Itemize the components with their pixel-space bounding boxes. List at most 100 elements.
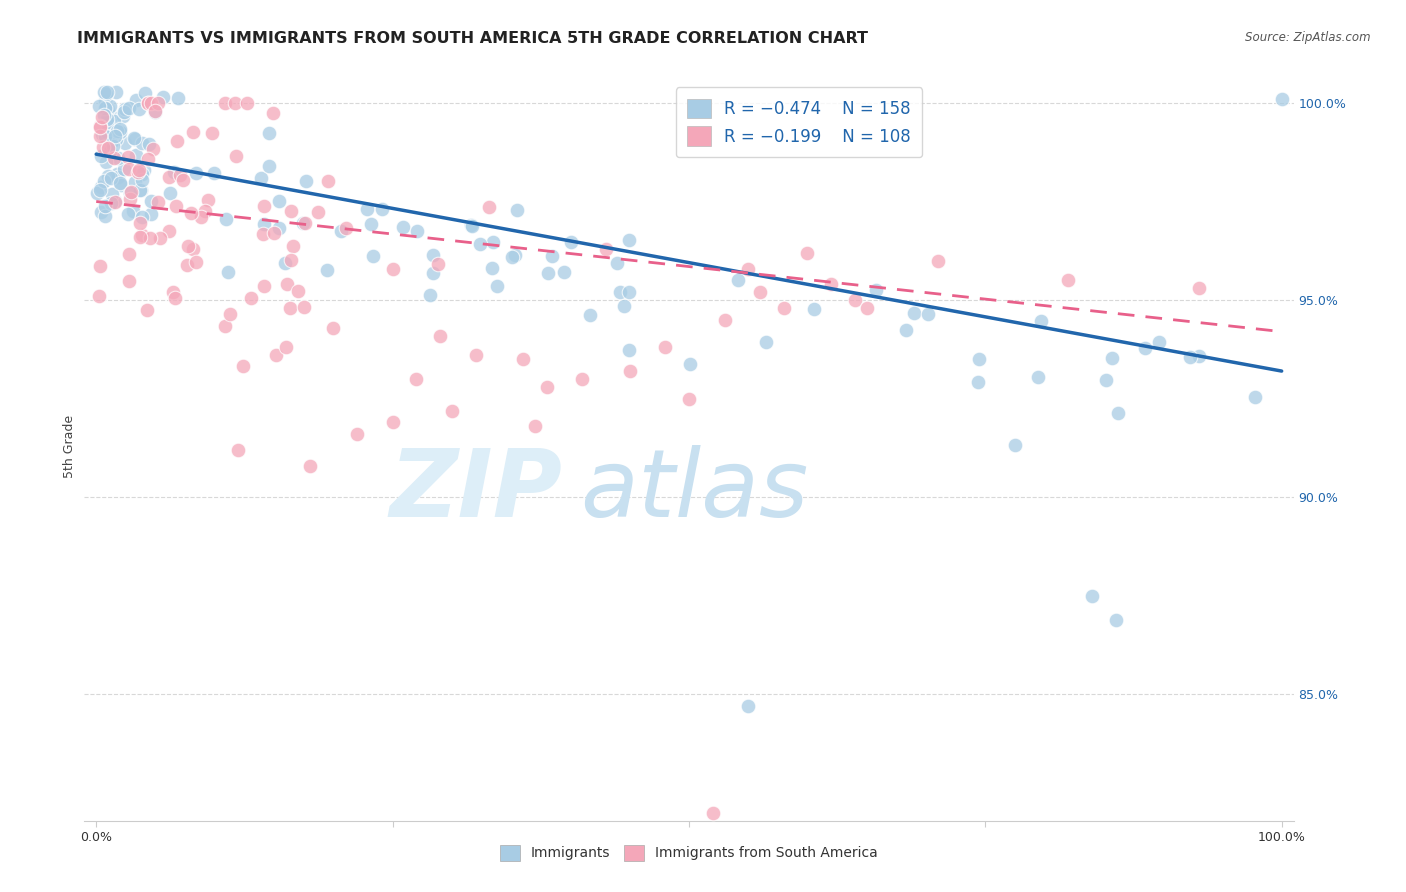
Point (772, 301, 794, 315)
Point (679, 357, 702, 371)
Point (104, 128, 127, 143)
Point (104, 194, 127, 208)
Point (112, 109, 135, 123)
Point (278, 301, 301, 315)
Point (240, 291, 263, 305)
Point (215, 212, 238, 227)
Point (89, 128, 111, 143)
Point (184, 166, 207, 180)
Point (356, 202, 378, 216)
Point (737, 699, 759, 714)
Point (94, 199, 117, 213)
Point (94, 101, 117, 115)
Text: ZIP: ZIP (389, 445, 562, 537)
Point (501, 250, 523, 264)
Point (253, 218, 276, 232)
Point (94, 155, 117, 169)
Point (131, 173, 153, 187)
Point (202, 166, 225, 180)
Point (89, 183, 111, 197)
Text: Source: ZipAtlas.com: Source: ZipAtlas.com (1246, 31, 1371, 45)
Point (214, 95, 236, 110)
Point (105, 123, 128, 137)
Point (1101, 351, 1123, 365)
Point (143, 105, 166, 120)
Point (125, 94, 148, 108)
Point (1081, 589, 1104, 603)
Point (578, 308, 600, 322)
Point (1188, 349, 1211, 363)
Point (460, 218, 482, 232)
Text: IMMIGRANTS VS IMMIGRANTS FROM SOUTH AMERICA 5TH GRADE CORRELATION CHART: IMMIGRANTS VS IMMIGRANTS FROM SOUTH AMER… (77, 31, 869, 46)
Point (98, 99, 121, 113)
Point (96, 125, 118, 139)
Point (103, 113, 125, 128)
Point (96, 112, 118, 126)
Point (967, 351, 990, 366)
Point (108, 126, 131, 140)
Point (120, 185, 142, 199)
Point (252, 227, 274, 241)
Point (183, 242, 205, 256)
Point (194, 204, 217, 219)
Point (617, 285, 640, 299)
Point (101, 139, 124, 153)
Point (131, 228, 153, 243)
Point (90, 149, 112, 163)
Point (541, 249, 564, 263)
Point (124, 175, 146, 189)
Point (419, 287, 441, 301)
Point (177, 239, 200, 253)
Point (131, 210, 153, 224)
Y-axis label: 5th Grade: 5th Grade (63, 415, 76, 477)
Point (162, 285, 184, 299)
Point (181, 124, 204, 138)
Point (464, 348, 486, 362)
Point (553, 265, 575, 279)
Point (167, 91, 190, 105)
Point (93, 173, 115, 187)
Point (105, 167, 128, 181)
Point (727, 273, 749, 287)
Point (89, 120, 111, 135)
Point (214, 318, 236, 333)
Point (1147, 334, 1170, 349)
Point (894, 323, 917, 337)
Point (252, 199, 274, 213)
Point (232, 359, 254, 373)
Point (122, 204, 145, 219)
Point (90, 205, 112, 219)
Point (89, 119, 111, 133)
Point (129, 183, 152, 197)
Point (103, 151, 125, 165)
Point (606, 256, 628, 270)
Point (120, 186, 142, 201)
Point (749, 285, 772, 300)
Point (201, 126, 224, 140)
Point (139, 194, 162, 208)
Point (280, 203, 302, 218)
Point (96, 85, 118, 99)
Point (609, 285, 631, 299)
Point (118, 102, 141, 116)
Point (110, 178, 132, 193)
Point (322, 320, 344, 334)
Point (257, 126, 280, 140)
Point (152, 90, 174, 104)
Point (318, 174, 340, 188)
Text: atlas: atlas (581, 445, 808, 536)
Point (136, 152, 159, 166)
Point (486, 279, 509, 293)
Point (1178, 351, 1201, 365)
Point (122, 130, 145, 145)
Point (298, 458, 321, 473)
Point (100, 150, 122, 164)
Point (917, 307, 939, 321)
Point (619, 364, 641, 378)
Point (429, 328, 451, 343)
Point (91, 140, 114, 154)
Point (93, 108, 115, 122)
Point (159, 186, 181, 200)
Point (595, 242, 617, 256)
Point (98, 144, 121, 158)
